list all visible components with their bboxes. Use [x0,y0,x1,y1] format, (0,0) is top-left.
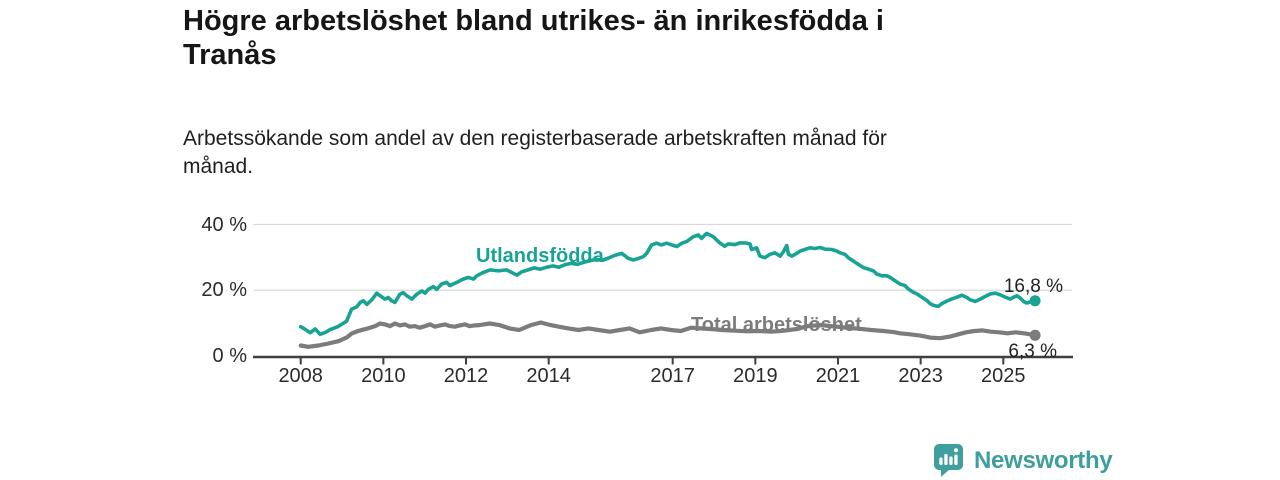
y-axis-label: 20 % [201,279,247,302]
series-end-dot-1 [1029,329,1041,341]
newsworthy-bubble-chart-icon [934,444,963,477]
x-axis-label: 2019 [733,365,778,387]
x-axis-label: 2010 [361,365,406,387]
x-axis-label: 2012 [443,365,489,387]
subtitle-line-1: Arbetssökande som andel av den registerb… [183,127,887,150]
x-axis-label: 2008 [278,365,323,387]
y-axis-label: 0 % [212,345,247,367]
newsworthy-logo-text: Newsworthy [974,446,1113,474]
chart-subtitle: Arbetssökande som andel av den registerb… [183,125,1143,181]
end-value-label-total: 6,3 % [1008,341,1057,362]
newsworthy-logo[interactable]: Newsworthy [934,444,1113,477]
x-axis-label: 2021 [815,365,861,387]
subtitle-line-2: månad. [183,155,254,178]
x-axis-label: 2023 [898,365,943,387]
series-line-1 [298,320,1038,349]
end-value-label-utlandsfodda: 16,8 % [1003,276,1063,297]
x-axis-label: 2025 [981,365,1026,387]
title-line-1: Högre arbetslöshet bland utrikes- än inr… [183,5,884,37]
series-label-utlandsfodda: Utlandsfödda [476,245,604,267]
x-axis-label: 2014 [526,365,571,387]
y-axis-label: 40 % [201,213,247,236]
x-axis-label: 2017 [650,365,695,387]
series-label-total-arbetsloshet: Total arbetslöshet [691,314,862,336]
chart-title: Högre arbetslöshet bland utrikes- än inr… [183,4,1143,72]
title-line-2: Tranås [183,39,277,71]
series-line-0 [298,231,1037,337]
